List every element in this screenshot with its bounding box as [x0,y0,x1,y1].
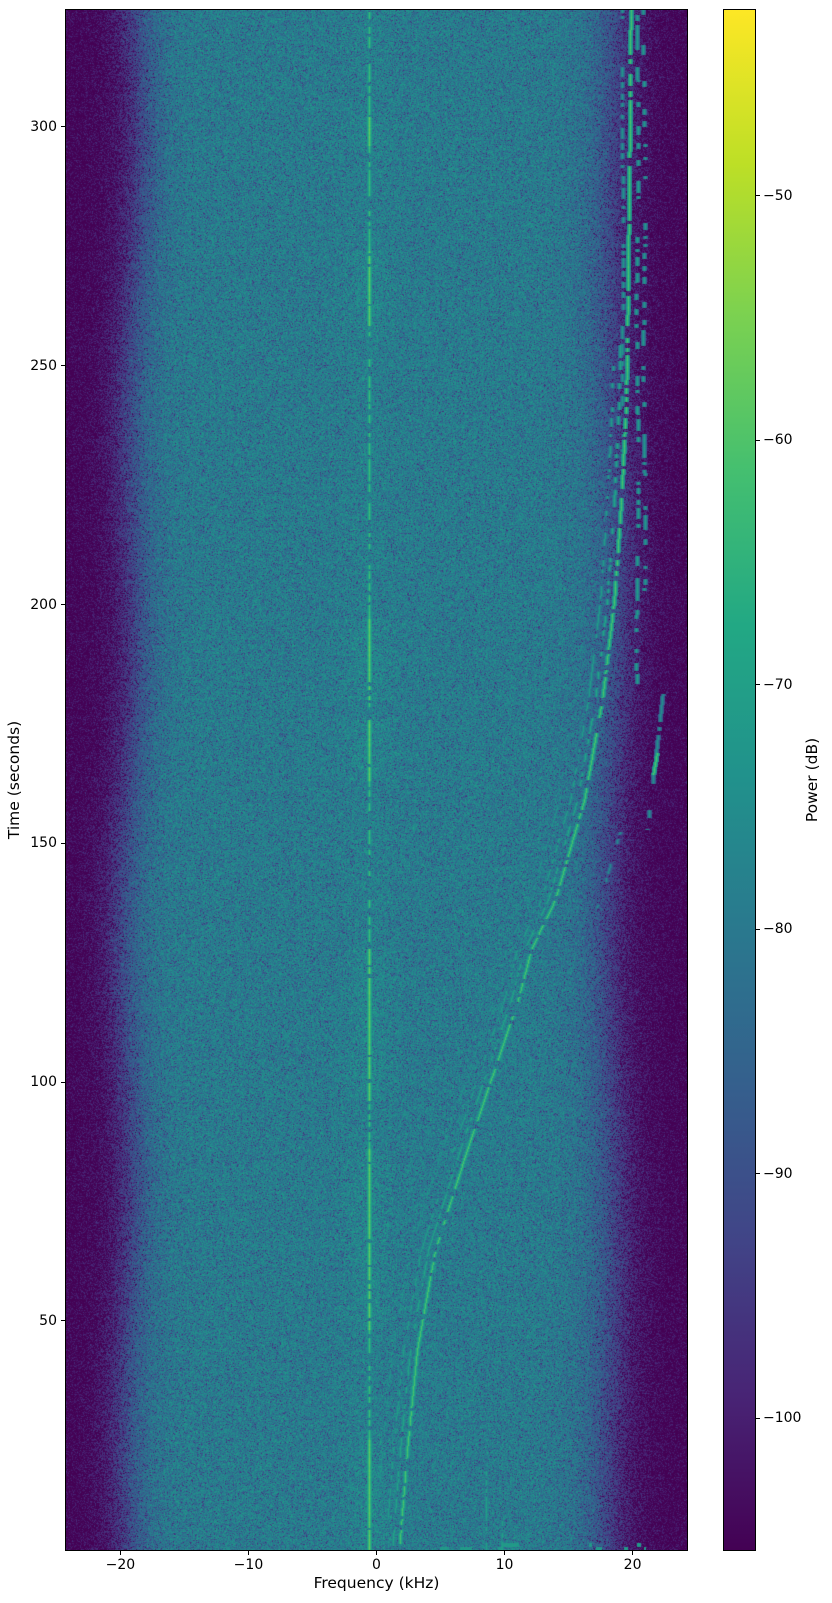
y-tick-label: 200 [30,596,57,613]
y-axis-label: Time (seconds) [5,720,23,840]
colorbar-tick-mark [756,439,760,441]
x-tick-mark [247,1551,249,1555]
x-tick-label: 10 [495,1557,514,1573]
y-tick-label: 250 [30,357,57,374]
colorbar-tick-label: −70 [763,676,793,693]
colorbar-tick-label: −100 [763,1410,802,1426]
y-tick-mark [61,365,65,367]
y-tick-label: 100 [30,1074,57,1091]
plot-area [65,9,688,1551]
colorbar-tick-mark [756,928,760,930]
x-axis-label: Frequency (kHz) [313,1574,440,1592]
x-tick-label: −10 [233,1557,264,1573]
y-tick-mark [61,1081,65,1083]
colorbar-label: Power (dB) [803,737,821,823]
x-tick-mark [504,1551,506,1555]
y-tick-mark [61,126,65,128]
colorbar-gradient [724,10,755,1550]
y-tick-mark [61,1320,65,1322]
x-tick-mark [376,1551,377,1555]
x-tick-label: −20 [105,1557,136,1573]
colorbar-tick-label: −80 [763,921,793,938]
y-tick-mark [61,604,65,605]
colorbar-tick-mark [756,1173,760,1175]
colorbar-tick-label: −50 [763,187,793,204]
y-tick-label: 300 [30,118,57,135]
x-tick-mark [119,1551,121,1555]
y-tick-mark [61,842,65,844]
x-tick-mark [632,1551,634,1555]
colorbar-tick-label: −60 [763,432,793,449]
colorbar-tick-label: −90 [763,1165,793,1182]
spectrogram-image [66,10,687,1550]
colorbar-tick-mark [756,195,760,197]
y-tick-label: 50 [39,1312,57,1329]
x-tick-label: 0 [372,1557,381,1573]
y-tick-label: 150 [30,835,57,852]
colorbar [723,9,756,1551]
colorbar-tick-mark [756,684,760,686]
x-tick-label: 20 [623,1557,642,1573]
colorbar-tick-mark [756,1417,760,1419]
